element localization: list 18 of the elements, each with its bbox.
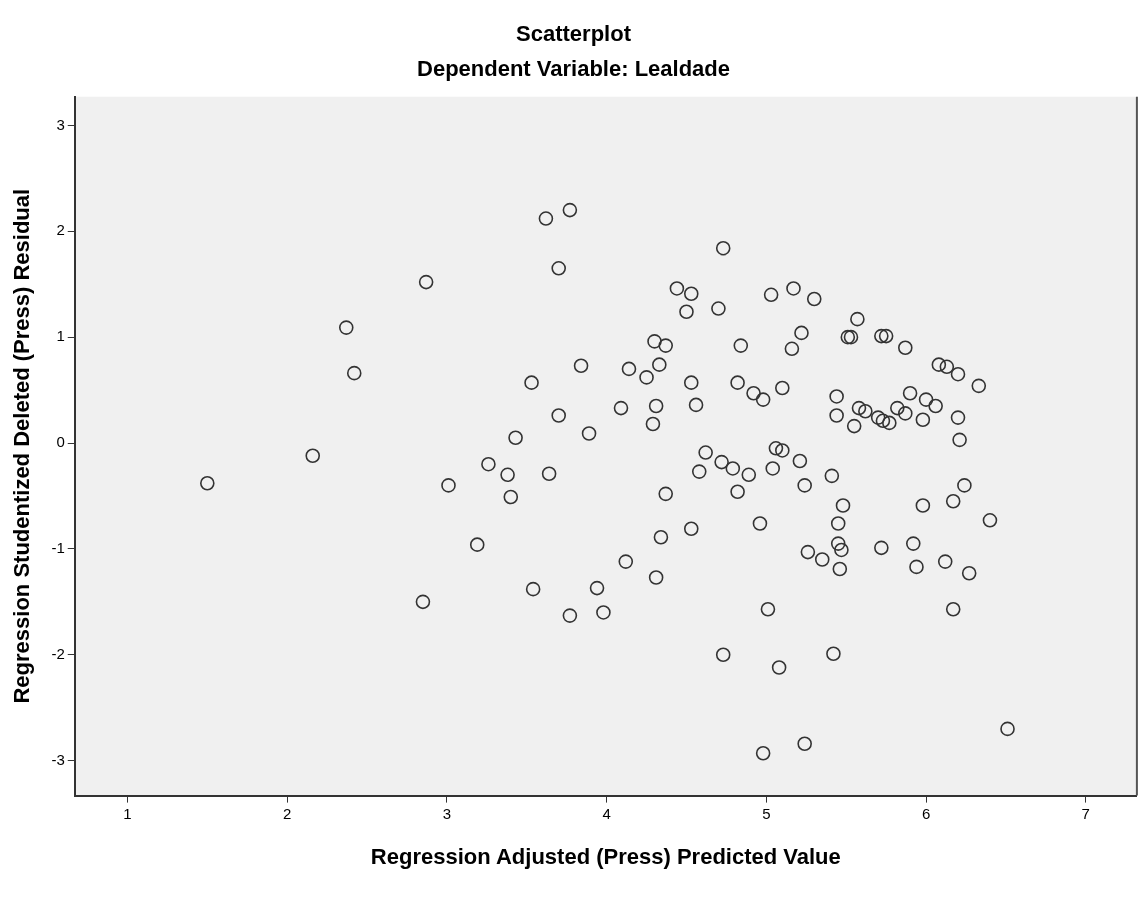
chart-subtitle: Dependent Variable: Lealdade (417, 55, 730, 81)
y-tick-label: 3 (56, 115, 65, 133)
y-tick-label: -3 (51, 750, 65, 768)
x-tick-label: 1 (123, 804, 132, 822)
x-tick-label: 2 (283, 804, 292, 822)
x-tick-label: 3 (442, 804, 452, 822)
x-axis-title: Regression Adjusted (Press) Predicted Value (370, 843, 841, 869)
x-tick-label: 4 (602, 804, 611, 822)
x-tick-label: 7 (1081, 804, 1090, 822)
y-tick-label: -1 (51, 539, 65, 557)
chart-title: Scatterplot (516, 21, 632, 47)
x-tick-label: 6 (921, 804, 931, 822)
y-tick-label: 2 (56, 221, 65, 239)
y-tick-label: 0 (56, 433, 65, 451)
y-axis-title: Regression Studentized Deleted (Press) Residual (9, 188, 35, 704)
x-tick-label: 5 (762, 804, 771, 822)
y-tick-label: 1 (56, 327, 65, 345)
y-tick-label: -2 (51, 644, 65, 662)
